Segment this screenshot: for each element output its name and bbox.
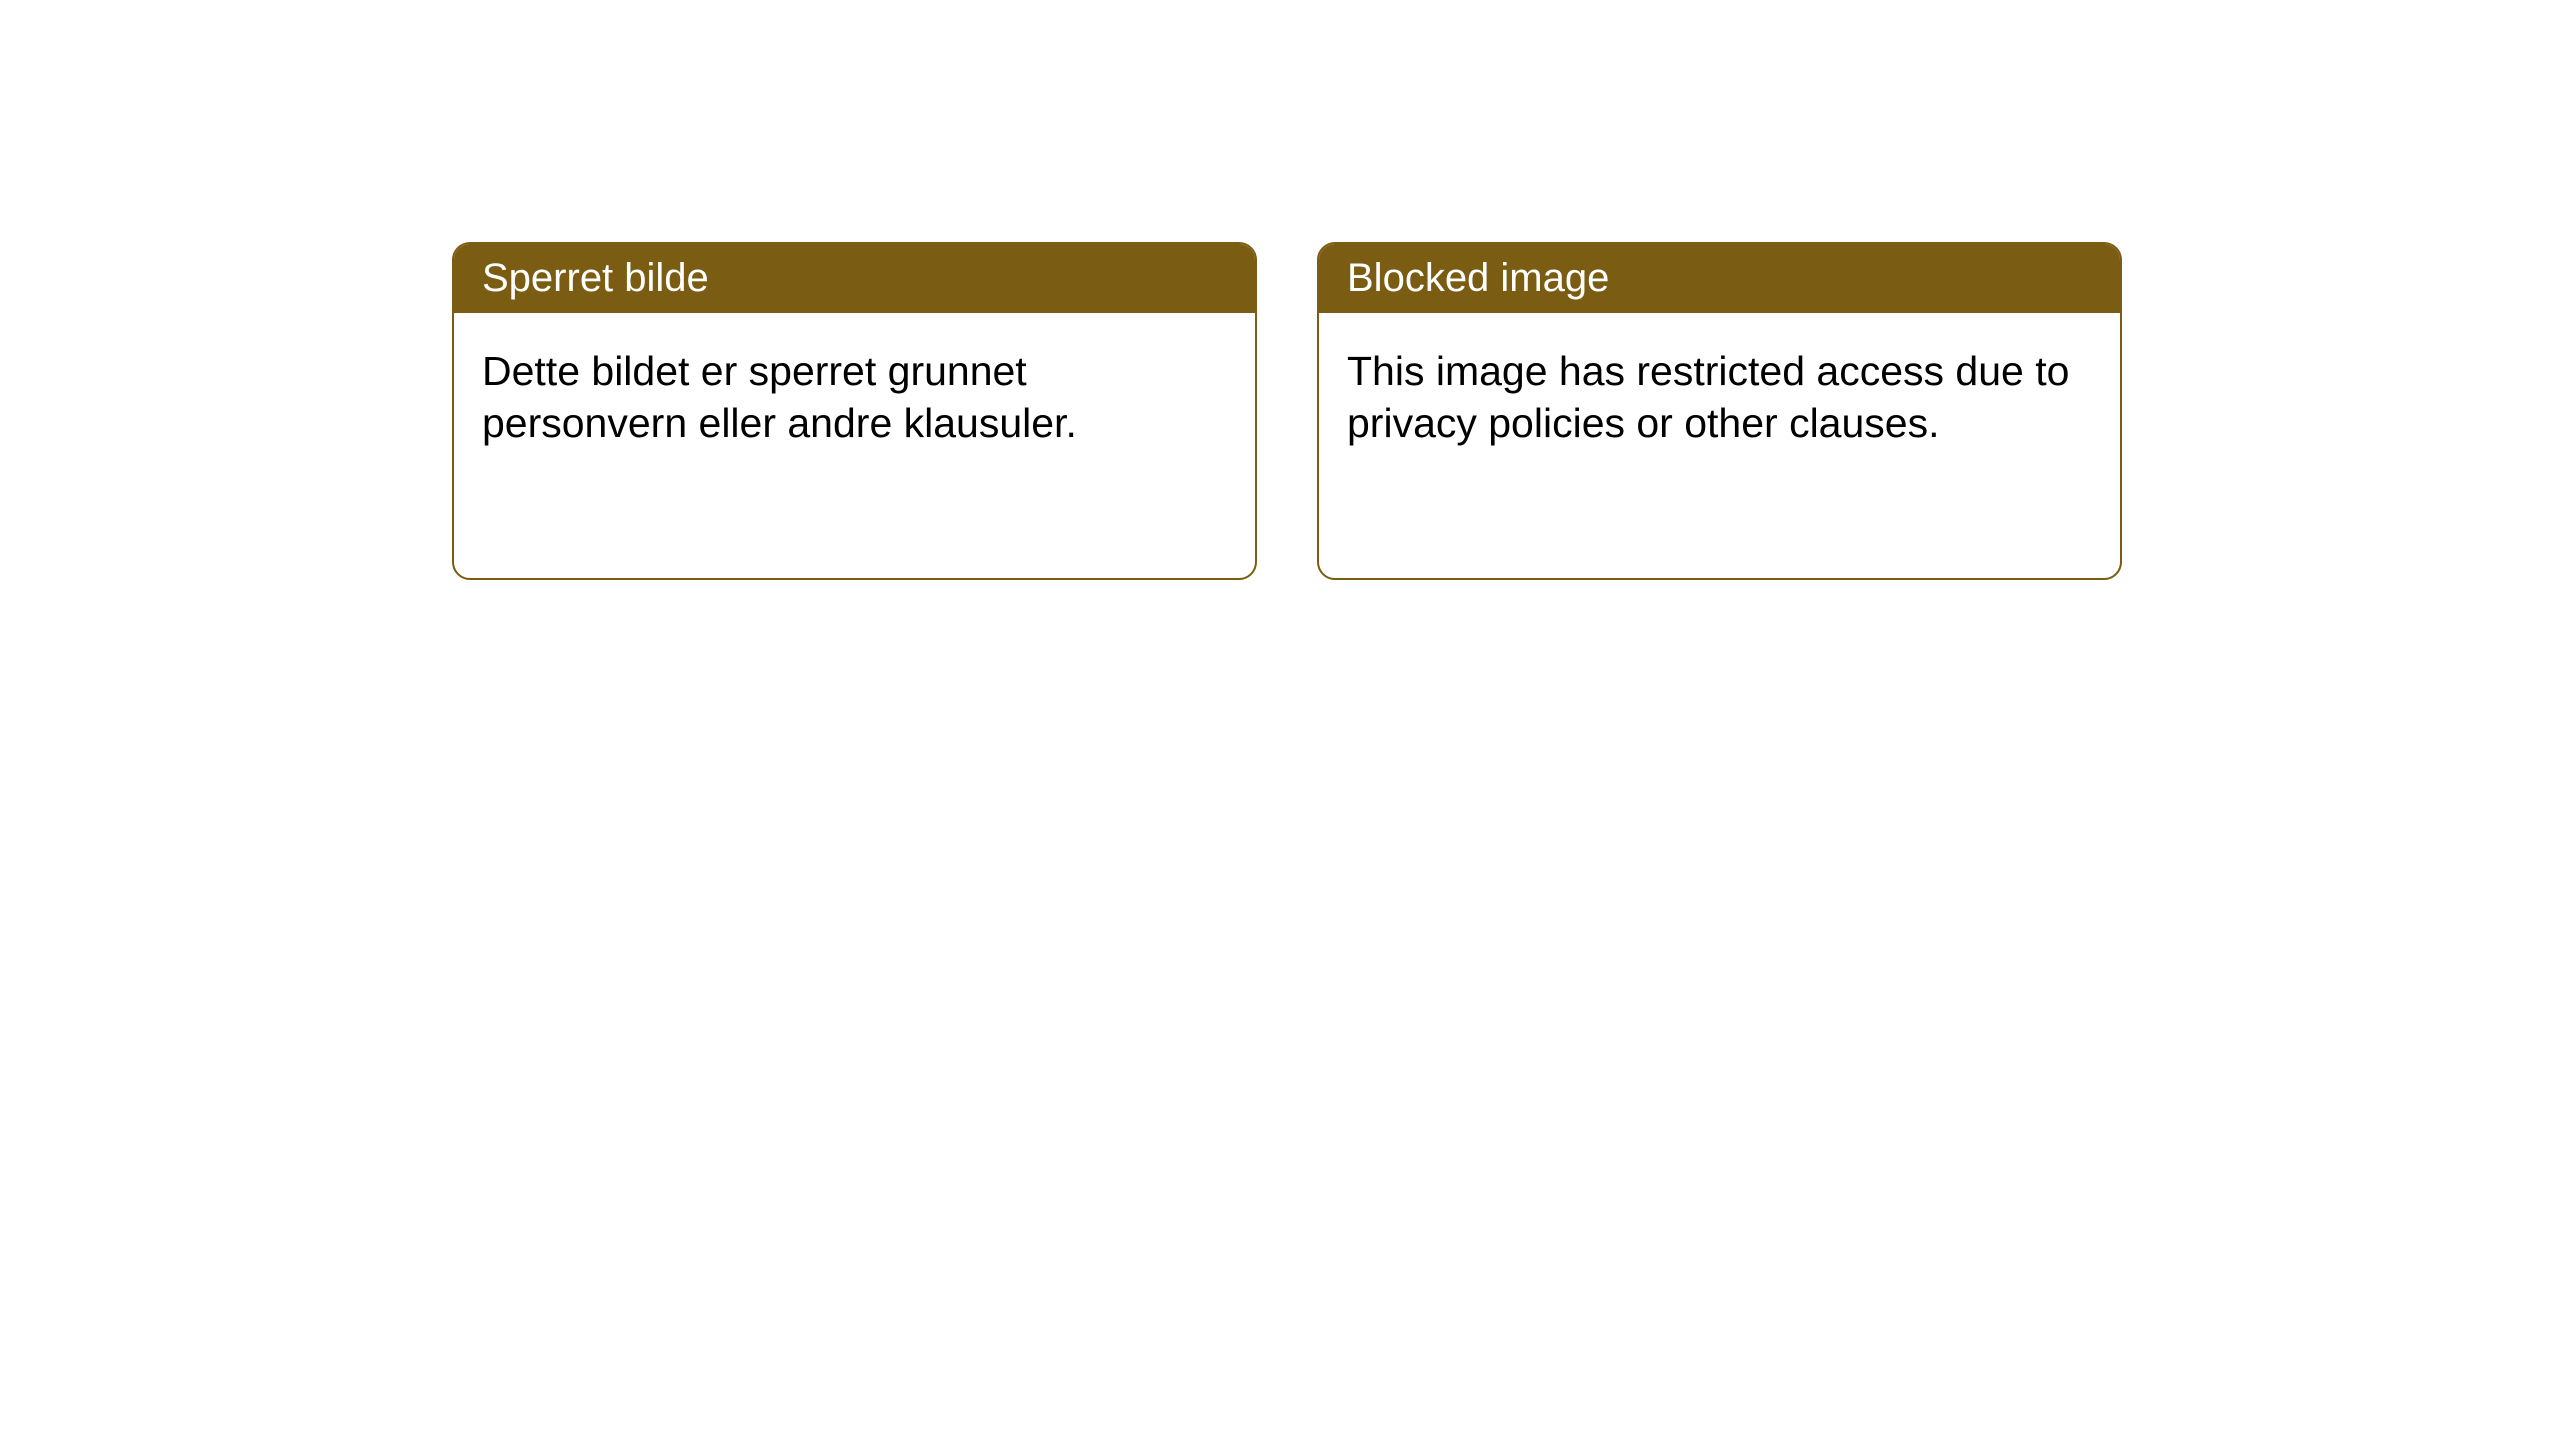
card-title: Sperret bilde <box>482 256 709 300</box>
card-body-text: Dette bildet er sperret grunnet personve… <box>482 348 1077 446</box>
card-title: Blocked image <box>1347 256 1609 300</box>
card-body: This image has restricted access due to … <box>1319 313 2120 482</box>
card-header: Sperret bilde <box>454 244 1255 313</box>
notice-card-english: Blocked image This image has restricted … <box>1317 242 2122 580</box>
card-body-text: This image has restricted access due to … <box>1347 348 2069 446</box>
notice-card-norwegian: Sperret bilde Dette bildet er sperret gr… <box>452 242 1257 580</box>
card-body: Dette bildet er sperret grunnet personve… <box>454 313 1255 482</box>
notice-container: Sperret bilde Dette bildet er sperret gr… <box>0 0 2560 580</box>
card-header: Blocked image <box>1319 244 2120 313</box>
